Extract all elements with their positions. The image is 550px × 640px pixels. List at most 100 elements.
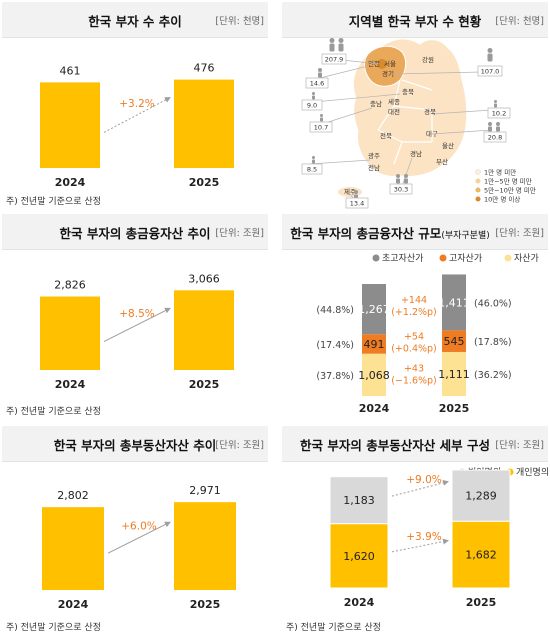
map-seoul <box>377 59 387 69</box>
unit-label: [단위: 조원] <box>495 440 544 451</box>
x-tick-label: 2025 <box>190 598 221 611</box>
map-label-chungnam: 충남 <box>370 99 382 108</box>
map-label-chungbuk: 충북 <box>402 87 414 96</box>
growth-label: +9.0% <box>406 474 441 486</box>
map-label-sejong: 세종 <box>388 97 400 106</box>
person-icon <box>488 122 492 132</box>
legend-marker <box>504 254 512 262</box>
unit-label: [단위: 천명] <box>215 16 264 27</box>
person-icon <box>318 68 322 78</box>
panel-financial-scale: 한국 부자의 총금융자산 규모(부자구분별) [단위: 조원] 초고자산가 고자산… <box>282 214 548 420</box>
panel-title: 한국 부자 수 추이 <box>88 14 182 29</box>
map-borders <box>377 79 433 165</box>
data-label: 3,066 <box>188 272 220 285</box>
x-tick-label: 2024 <box>55 176 86 189</box>
segment-label: 545 <box>444 335 465 348</box>
map-label-gyeongbuk: 경북 <box>424 107 436 116</box>
value-gyeongbuk: 10.2 <box>492 110 506 118</box>
x-tick-label: 2024 <box>359 402 390 415</box>
panel-title: 한국 부자의 총금융자산 추이 <box>59 226 211 241</box>
person-icon <box>487 48 493 62</box>
value-daegu: 20.8 <box>488 134 502 142</box>
bar <box>174 502 236 590</box>
growth-arrow <box>103 307 171 342</box>
stack-segment <box>451 469 511 522</box>
person-icon <box>496 122 500 132</box>
share-label: (46.0%) <box>474 298 512 309</box>
map-label-gangwon: 강원 <box>422 55 434 64</box>
person-icon <box>329 38 335 52</box>
growth-label: +6.0% <box>121 521 156 533</box>
panel-header: 한국 부자의 총금융자산 추이 [단위: 조원] <box>2 214 268 250</box>
growth-label: +8.5% <box>119 308 154 320</box>
panel-real-estate-detail: 한국 부자의 총부동산자산 세부 구성 [단위: 조원] 법인명의개인명의1,6… <box>282 426 549 636</box>
share-label: (17.4%) <box>316 340 354 351</box>
stack-segment <box>451 520 511 589</box>
delta-label: (+0.4%p) <box>391 344 437 355</box>
value-gwangju: 8.5 <box>307 166 317 174</box>
real-estate-detail-chart: 법인명의개인명의1,6201,18320241,6821,2892025+3.9… <box>329 467 549 609</box>
footnote: 주) 전년말 기준으로 산정 <box>6 197 101 207</box>
legend-marker <box>372 254 380 262</box>
value-jeju: 13.4 <box>350 200 364 208</box>
bar <box>42 507 104 590</box>
value-seoul: 207.9 <box>325 56 344 64</box>
map-label-daegu: 대구 <box>426 130 438 138</box>
share-label: (44.8%) <box>316 305 354 316</box>
share-label: (36.2%) <box>474 370 512 381</box>
value-boxes: 207.9 14.6 107.0 9.0 10.7 10.2 20.8 8.5 … <box>301 53 511 209</box>
x-tick-label: 2025 <box>466 596 497 609</box>
growth-arrow <box>107 521 171 554</box>
map-label-busan: 부산 <box>436 157 448 166</box>
footnote: 주) 전년말 기준으로 산정 <box>6 623 101 633</box>
bar <box>40 296 100 370</box>
rich-count-chart: 461 2024 476 2025 +3.2% <box>40 62 234 189</box>
data-label: 476 <box>194 62 215 75</box>
legend-marker <box>439 254 447 262</box>
person-icon <box>396 174 400 184</box>
legend-item: 10만 명 이상 <box>484 195 520 204</box>
bar <box>40 82 100 168</box>
value-chungbuk: 9.0 <box>307 102 317 110</box>
stack-segment <box>329 476 389 525</box>
delta-label: +144 <box>401 295 427 306</box>
stack-segment <box>362 353 386 396</box>
growth-arrow <box>391 538 449 553</box>
title-sub: (부자구분별) <box>441 231 490 241</box>
unit-label: [단위: 조원] <box>215 440 264 451</box>
panel-financial-assets: 한국 부자의 총금융자산 추이 [단위: 조원] 2,826 2024 3,066 2… <box>2 214 268 420</box>
delta-label: (+1.2%p) <box>391 307 437 318</box>
financial-scale-chart: 초고자산가 고자산가 자산가 1,068 491 1,267 2024 1,111 545 1,4… <box>316 253 538 415</box>
delta-label: (−1.6%p) <box>391 375 437 386</box>
segment-label: 1,183 <box>343 494 375 507</box>
delta-label: +54 <box>404 332 424 343</box>
person-icon <box>312 92 315 100</box>
share-label: (37.8%) <box>316 371 354 382</box>
value-gyeonggi: 107.0 <box>481 68 500 76</box>
segment-label: 491 <box>364 338 385 351</box>
legend-item: 5만~10만 명 미만 <box>484 186 536 195</box>
stack-segment <box>442 274 466 331</box>
map-label-gyeongnam: 경남 <box>410 149 422 158</box>
legend-label: 고자산가 <box>449 253 482 264</box>
person-icon <box>338 38 344 52</box>
delta-label: +43 <box>404 363 424 374</box>
person-icon <box>494 100 497 108</box>
stack-segment <box>362 334 386 354</box>
footnote: 주) 전년말 기준으로 산정 <box>286 623 381 633</box>
unit-label: [단위: 천명] <box>495 16 544 27</box>
growth-arrow <box>103 97 171 133</box>
data-label: 461 <box>60 64 81 77</box>
stack-segment <box>442 351 466 396</box>
data-label: 2,971 <box>189 484 221 497</box>
korea-map: 서울 인천 경기 강원 충북 충남 세종 대전 경북 대구 전북 광주 전남 경… <box>301 38 536 209</box>
x-tick-label: 2024 <box>55 378 86 391</box>
person-icon <box>404 174 408 184</box>
x-tick-label: 2024 <box>344 596 375 609</box>
panel-title: 한국 부자의 총부동산자산 세부 구성 <box>300 438 490 453</box>
segment-label: 1,682 <box>465 549 497 562</box>
segment-label: 1,289 <box>465 490 497 503</box>
panel-title: 한국 부자의 총금융자산 규모(부자구분별) <box>282 223 548 242</box>
segment-label: 1,411 <box>438 296 470 309</box>
bar <box>174 79 234 168</box>
